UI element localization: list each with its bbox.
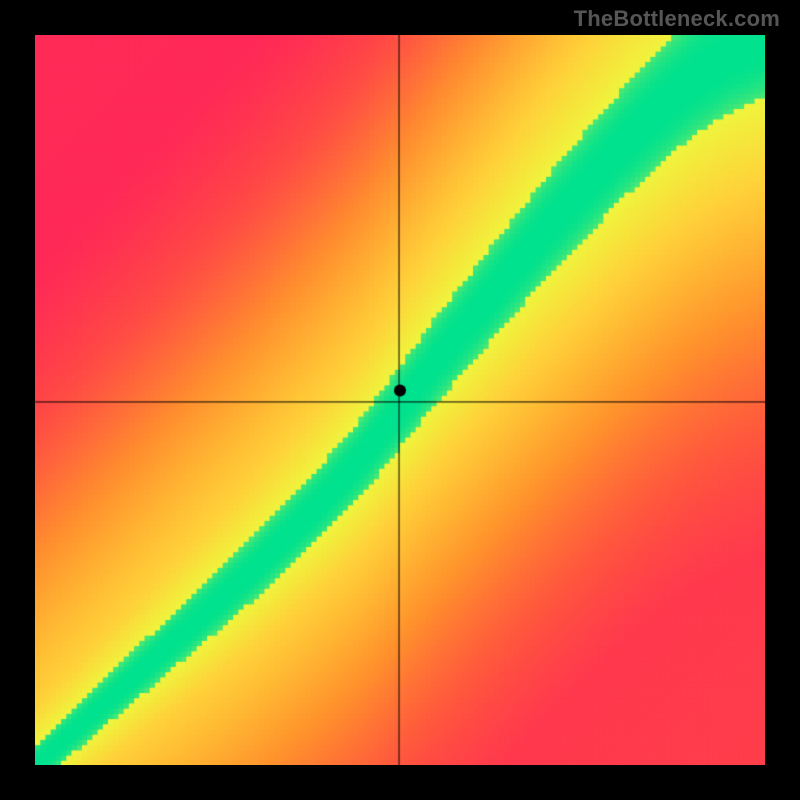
heatmap-canvas — [35, 35, 765, 765]
heatmap-plot — [35, 35, 765, 765]
watermark-text: TheBottleneck.com — [574, 6, 780, 32]
outer-frame: TheBottleneck.com — [0, 0, 800, 800]
